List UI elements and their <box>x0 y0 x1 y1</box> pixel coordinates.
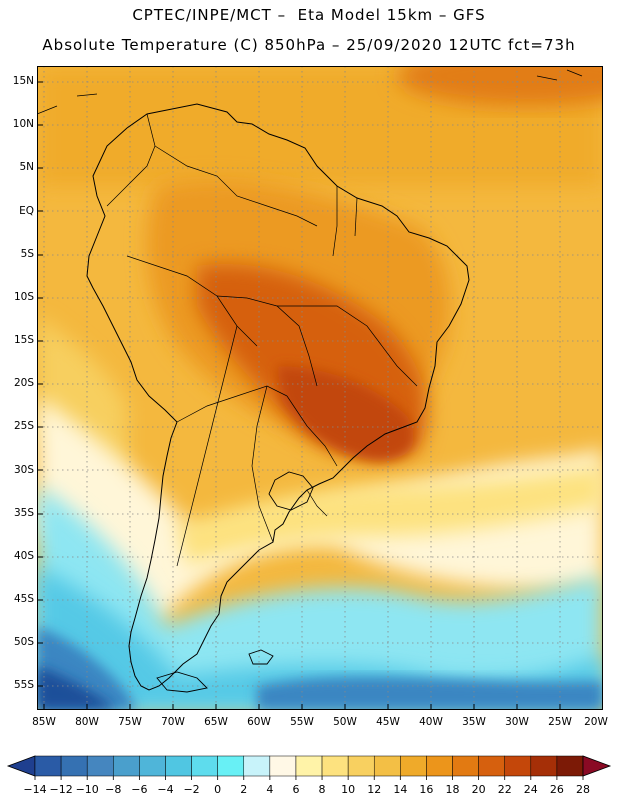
colorbar-max-arrow <box>582 755 612 777</box>
lat-label-55s: 55S <box>13 679 34 691</box>
lon-label-30w: 30W <box>505 716 529 728</box>
lon-label-70w: 70W <box>161 716 185 728</box>
lat-label-30s: 30S <box>13 464 34 476</box>
colorbar-swatch <box>400 755 427 777</box>
colorbar-label: 12 <box>367 783 382 796</box>
colorbar-label: 6 <box>292 783 300 796</box>
lon-label-85w: 85W <box>32 716 56 728</box>
caribbean-islands <box>37 69 583 115</box>
colorbar-label: −2 <box>183 783 200 796</box>
lon-label-60w: 60W <box>247 716 271 728</box>
map-title-line-1: CPTEC/INPE/MCT – Eta Model 15km – GFS <box>132 6 486 24</box>
colorbar-swatch <box>191 755 218 777</box>
colorbar-swatch <box>60 755 88 777</box>
colorbar-label: 22 <box>497 783 512 796</box>
lon-label-75w: 75W <box>118 716 142 728</box>
falklands-outline <box>248 649 274 665</box>
colorbar-swatch <box>243 755 271 777</box>
colorbar-swatch <box>165 755 192 777</box>
lat-label-45s: 45S <box>13 593 34 605</box>
colorbar-swatch <box>321 755 349 777</box>
colorbar-label: 0 <box>214 783 222 796</box>
colorbar-label: 10 <box>341 783 356 796</box>
map-frame <box>37 66 603 710</box>
colorbar-label: 18 <box>445 783 460 796</box>
colorbar-label: −8 <box>105 783 122 796</box>
lon-label-35w: 35W <box>462 716 486 728</box>
lat-label-35s: 35S <box>13 507 34 519</box>
colorbar-label: 20 <box>471 783 486 796</box>
colorbar-swatch <box>139 755 166 777</box>
colorbar-swatch <box>295 755 323 777</box>
temperature-field <box>37 66 603 710</box>
colorbar-swatch <box>556 755 584 777</box>
colorbar-label: −10 <box>75 783 99 796</box>
colorbar-label: −6 <box>131 783 148 796</box>
colorbar-label: −14 <box>23 783 47 796</box>
colorbar-ticks <box>34 776 584 780</box>
lon-label-50w: 50W <box>333 716 357 728</box>
colorbar-label: 26 <box>549 783 564 796</box>
colorbar-label: 4 <box>266 783 274 796</box>
uruguay-outline <box>268 471 314 511</box>
lat-label-15n: 15N <box>12 75 34 87</box>
colorbar <box>6 755 612 780</box>
colorbar-swatch <box>269 755 297 777</box>
lon-label-65w: 65W <box>204 716 228 728</box>
country-borders <box>106 113 418 567</box>
colorbar-swatch <box>452 755 479 777</box>
axis-ticks <box>37 81 561 710</box>
lon-label-25w: 25W <box>548 716 572 728</box>
temperature-map <box>37 66 603 710</box>
colorbar-swatches <box>6 755 612 777</box>
lat-label-20s: 20S <box>13 377 34 389</box>
field-cold-east <box>257 676 603 710</box>
lat-label-5n: 5N <box>19 161 34 173</box>
lat-label-25s: 25S <box>13 420 34 432</box>
colorbar-swatch <box>530 755 558 777</box>
lon-label-20w: 20W <box>584 716 608 728</box>
colorbar-min-arrow <box>6 755 36 777</box>
field-yellow-band <box>177 466 603 566</box>
colorbar-swatch <box>347 755 375 777</box>
lat-label-10n: 10N <box>12 118 34 130</box>
field-atlantic-north <box>397 66 603 106</box>
colorbar-swatch <box>34 755 62 777</box>
lon-label-45w: 45W <box>376 716 400 728</box>
lat-label-10s: 10S <box>13 291 34 303</box>
lat-label-50s: 50S <box>13 636 34 648</box>
colorbar-label: −12 <box>49 783 73 796</box>
colorbar-swatch <box>478 755 505 777</box>
colorbar-swatch <box>113 755 140 777</box>
map-title-line-2: Absolute Temperature (C) 850hPa – 25/09/… <box>42 36 576 54</box>
lat-label-40s: 40S <box>13 550 34 562</box>
colorbar-label: 24 <box>523 783 538 796</box>
colorbar-label: 14 <box>393 783 408 796</box>
colorbar-swatch <box>373 755 401 777</box>
lon-label-55w: 55W <box>290 716 314 728</box>
colorbar-label: 2 <box>240 783 248 796</box>
lon-label-40w: 40W <box>419 716 443 728</box>
colorbar-label: 28 <box>576 783 590 796</box>
field-deep-cold <box>37 666 117 710</box>
colorbar-label: 16 <box>419 783 434 796</box>
lat-label-eq: EQ <box>19 205 34 217</box>
colorbar-label: 8 <box>318 783 326 796</box>
colorbar-swatch <box>426 755 453 777</box>
field-cool <box>37 486 603 710</box>
colorbar-swatch <box>217 755 245 777</box>
colorbar-swatch <box>86 755 114 777</box>
tierra-del-fuego-outline <box>156 671 208 693</box>
lat-label-15s: 15S <box>13 334 34 346</box>
lat-label-5s: 5S <box>20 248 34 260</box>
lon-label-80w: 80W <box>75 716 99 728</box>
colorbar-label: −4 <box>157 783 174 796</box>
colorbar-swatch <box>504 755 532 777</box>
